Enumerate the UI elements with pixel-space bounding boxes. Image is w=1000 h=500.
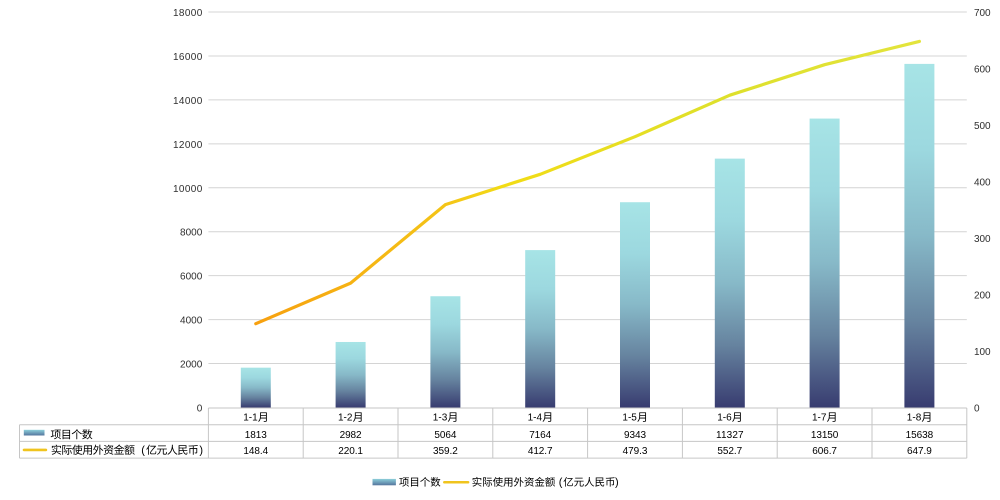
svg-text:15638: 15638 bbox=[906, 430, 934, 441]
svg-text:300: 300 bbox=[974, 234, 991, 245]
svg-text:12000: 12000 bbox=[173, 140, 203, 151]
svg-text:606.7: 606.7 bbox=[812, 446, 837, 457]
svg-text:5064: 5064 bbox=[434, 430, 456, 441]
svg-text:647.9: 647.9 bbox=[907, 446, 932, 457]
svg-text:9343: 9343 bbox=[624, 430, 646, 441]
svg-text:4000: 4000 bbox=[180, 316, 203, 327]
svg-text:400: 400 bbox=[974, 178, 991, 189]
svg-text:1813: 1813 bbox=[245, 430, 267, 441]
svg-text:(: ( bbox=[559, 476, 563, 488]
svg-text:10000: 10000 bbox=[173, 184, 203, 195]
svg-text:600: 600 bbox=[974, 65, 991, 76]
svg-text:13150: 13150 bbox=[811, 430, 839, 441]
svg-text:1-5: 1-5 bbox=[622, 412, 637, 423]
svg-text:200: 200 bbox=[974, 291, 991, 302]
svg-text:100: 100 bbox=[974, 347, 991, 358]
svg-text:552.7: 552.7 bbox=[717, 446, 742, 457]
svg-text:11327: 11327 bbox=[716, 430, 744, 441]
svg-text:1-4: 1-4 bbox=[528, 412, 543, 423]
svg-text:0: 0 bbox=[974, 404, 980, 415]
svg-text:1-2: 1-2 bbox=[338, 412, 353, 423]
svg-text:(: ( bbox=[141, 444, 145, 456]
svg-text:700: 700 bbox=[974, 8, 991, 19]
svg-text:2982: 2982 bbox=[340, 430, 362, 441]
svg-text:359.2: 359.2 bbox=[433, 446, 458, 457]
svg-text:1-1: 1-1 bbox=[243, 412, 258, 423]
svg-text:412.7: 412.7 bbox=[528, 446, 553, 457]
svg-text:8000: 8000 bbox=[180, 228, 203, 239]
svg-text:0: 0 bbox=[197, 404, 203, 415]
svg-text:2000: 2000 bbox=[180, 360, 203, 371]
svg-text:1-7: 1-7 bbox=[812, 412, 827, 423]
svg-text:6000: 6000 bbox=[180, 272, 203, 283]
svg-text:220.1: 220.1 bbox=[338, 446, 363, 457]
svg-text:7164: 7164 bbox=[529, 430, 551, 441]
svg-text:1-8: 1-8 bbox=[907, 412, 922, 423]
svg-text:1-6: 1-6 bbox=[717, 412, 732, 423]
svg-text:): ) bbox=[199, 444, 203, 456]
svg-text:18000: 18000 bbox=[173, 8, 203, 19]
svg-text:): ) bbox=[615, 476, 619, 488]
svg-text:148.4: 148.4 bbox=[243, 446, 268, 457]
svg-text:500: 500 bbox=[974, 121, 991, 132]
svg-text:16000: 16000 bbox=[173, 52, 203, 63]
svg-text:1-3: 1-3 bbox=[433, 412, 448, 423]
svg-text:479.3: 479.3 bbox=[623, 446, 648, 457]
svg-text:14000: 14000 bbox=[173, 96, 203, 107]
